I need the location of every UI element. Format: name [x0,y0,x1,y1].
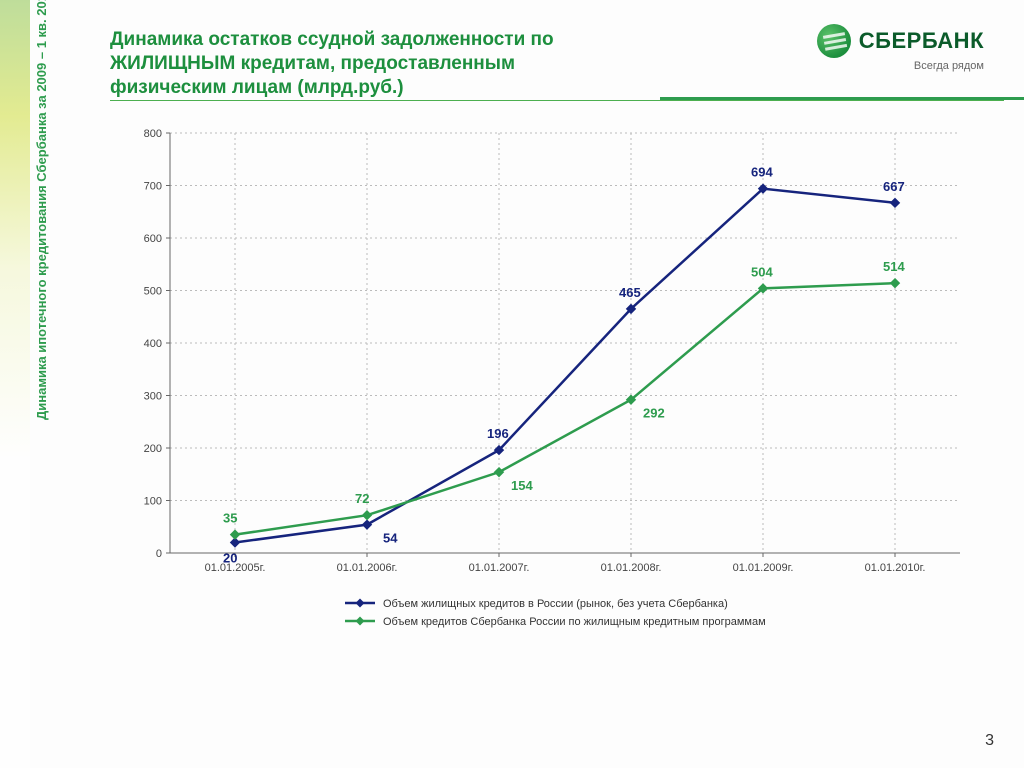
page-number: 3 [985,732,994,750]
svg-text:800: 800 [144,128,162,140]
svg-text:01.01.2010г.: 01.01.2010г. [865,562,926,574]
svg-text:35: 35 [223,511,237,526]
title-line-2: ЖИЛИЩНЫМ кредитам, предоставленным [110,52,630,76]
svg-text:292: 292 [643,406,665,421]
svg-text:465: 465 [619,285,641,300]
svg-text:0: 0 [156,548,162,560]
brand-tagline: Всегда рядом [817,60,984,72]
title-underline [110,100,1004,101]
svg-text:Объем жилищных кредитов в Росс: Объем жилищных кредитов в России (рынок,… [383,598,728,610]
svg-text:694: 694 [751,165,773,180]
svg-text:72: 72 [355,491,369,506]
svg-text:01.01.2006г.: 01.01.2006г. [337,562,398,574]
left-gradient-strip [0,0,30,768]
line-chart: 010020030040050060070080001.01.2005г.01.… [115,118,975,658]
svg-text:500: 500 [144,286,162,298]
svg-text:01.01.2007г.: 01.01.2007г. [469,562,530,574]
svg-text:667: 667 [883,179,905,194]
svg-text:300: 300 [144,391,162,403]
sberbank-logo-icon [817,24,851,58]
svg-text:514: 514 [883,259,905,274]
svg-text:400: 400 [144,338,162,350]
svg-text:100: 100 [144,496,162,508]
svg-text:504: 504 [751,264,773,279]
svg-text:54: 54 [383,531,398,546]
svg-text:700: 700 [144,181,162,193]
page-title: Динамика остатков ссудной задолженности … [110,28,630,99]
side-caption: Динамика ипотечного кредитования Сбербан… [34,0,49,420]
svg-text:01.01.2008г.: 01.01.2008г. [601,562,662,574]
chart-svg: 010020030040050060070080001.01.2005г.01.… [115,118,975,658]
svg-text:Объем кредитов Сбербанка Росси: Объем кредитов Сбербанка России по жилищ… [383,616,766,628]
brand-name: СБЕРБАНК [859,28,984,54]
header-rule [660,97,1024,100]
svg-text:154: 154 [511,478,533,493]
svg-text:196: 196 [487,426,509,441]
title-line-1: Динамика остатков ссудной задолженности … [110,28,630,52]
svg-text:01.01.2009г.: 01.01.2009г. [733,562,794,574]
brand-logo: СБЕРБАНК Всегда рядом [817,24,984,72]
svg-text:200: 200 [144,443,162,455]
title-line-3: физическим лицам (млрд.руб.) [110,76,630,100]
svg-text:600: 600 [144,233,162,245]
svg-text:20: 20 [223,551,237,566]
